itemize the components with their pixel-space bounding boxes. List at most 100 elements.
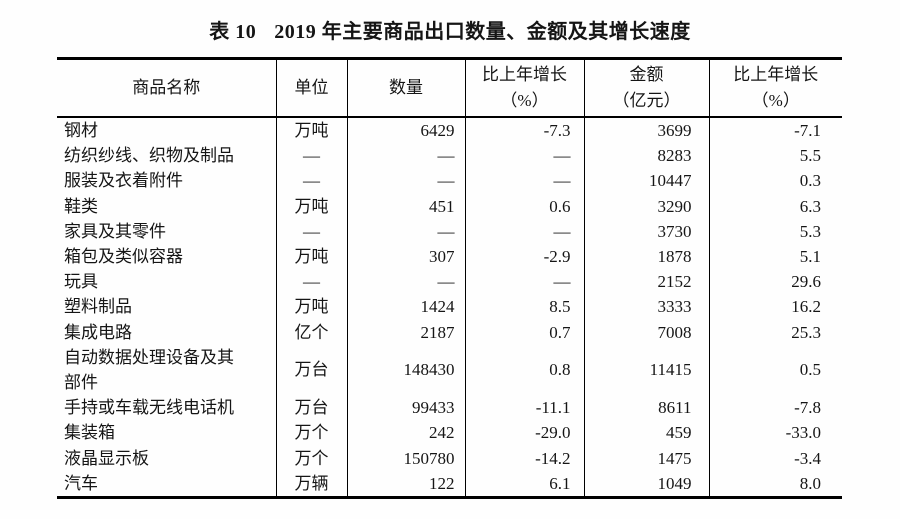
commodity-name-cell: 玩具 xyxy=(64,272,98,292)
export-value-cell: 8611 xyxy=(583,395,709,421)
quantity-growth-cell: — xyxy=(464,218,584,245)
unit-cell: 万吨 xyxy=(275,244,347,270)
value-growth-cell: 6.3 xyxy=(708,193,842,219)
unit-cell: 万吨 xyxy=(275,294,347,320)
header-row: 商品名称 单位 数量 比上年增长 （%） 金额 （亿元） 比上年增长 （%） xyxy=(57,58,842,118)
table-row: 手持或车载无线电话机 万台 99433 -11.1 8611 -7.8 xyxy=(57,395,842,421)
header-commodity-name: 商品名称 xyxy=(57,58,276,118)
quantity-cell: 451 xyxy=(346,193,465,219)
table-row: 家具及其零件 — — —3730 5.3 xyxy=(57,218,842,245)
unit-cell: 万吨 xyxy=(275,193,347,219)
quantity-cell: 307 xyxy=(346,244,465,270)
value-growth-cell: 5.1 xyxy=(708,244,842,270)
export-value-cell: 459 xyxy=(583,420,709,446)
export-value-cell: 3333 xyxy=(583,294,709,320)
export-value-cell: 3290 xyxy=(583,193,709,219)
quantity-growth-cell: -2.9 xyxy=(464,244,584,270)
quantity-cell: 6429 xyxy=(346,117,465,144)
table-number: 表 10 xyxy=(209,21,257,43)
value-growth-cell: 16.2 xyxy=(708,294,842,320)
quantity-cell: 2187 xyxy=(346,319,465,345)
export-value-cell: 10447 xyxy=(583,168,709,194)
table-row: 钢材 万吨 6429 -7.3 3699 -7.1 xyxy=(57,117,842,144)
table-header: 商品名称 单位 数量 比上年增长 （%） 金额 （亿元） 比上年增长 （%） xyxy=(57,58,842,118)
header-unit: 单位 xyxy=(275,58,347,118)
value-growth-cell: 8.0 xyxy=(708,470,842,498)
table-row: 自动数据处理设备及其 部件 万台 148430 0.8 11415 0.5 xyxy=(57,344,842,396)
quantity-cell: 99433 xyxy=(346,395,465,421)
quantity-growth-cell: 6.1 xyxy=(464,470,584,498)
quantity-cell: — xyxy=(346,168,465,194)
commodity-name-cell: 手持或车载无线电话机 xyxy=(64,398,234,418)
table-row: 箱包及类似容器 万吨 307 -2.9 1878 5.1 xyxy=(57,244,842,270)
value-growth-cell: 5.3 xyxy=(708,218,842,245)
quantity-cell: — xyxy=(346,269,465,295)
table-row: 纺织纱线、织物及制品 — — —8283 5.5 xyxy=(57,143,842,169)
export-commodities-table: 商品名称 单位 数量 比上年增长 （%） 金额 （亿元） 比上年增长 （%） 钢材 万吨 6429-… xyxy=(57,57,842,500)
commodity-name-cell: 鞋类 xyxy=(64,196,98,216)
commodity-name-cell: 服装及衣着附件 xyxy=(64,171,183,191)
value-growth-cell: 29.6 xyxy=(708,269,842,295)
commodity-name-cell: 集成电路 xyxy=(64,322,132,342)
quantity-growth-cell: — xyxy=(464,143,584,169)
export-value-cell: 1475 xyxy=(583,445,709,471)
value-growth-cell: -7.1 xyxy=(708,117,842,144)
quantity-growth-cell: 8.5 xyxy=(464,294,584,320)
unit-cell: 万吨 xyxy=(275,117,347,144)
table-row: 汽车 万辆 122 6.1 1049 8.0 xyxy=(57,470,842,498)
value-growth-cell: -3.4 xyxy=(708,445,842,471)
quantity-growth-cell: -14.2 xyxy=(464,445,584,471)
unit-cell: 万辆 xyxy=(275,470,347,498)
unit-cell: 亿个 xyxy=(275,319,347,345)
quantity-cell: — xyxy=(346,143,465,169)
quantity-growth-cell: 0.6 xyxy=(464,193,584,219)
quantity-growth-cell: 0.8 xyxy=(464,344,584,396)
header-export-value: 金额 （亿元） xyxy=(583,58,709,118)
quantity-cell: 242 xyxy=(346,420,465,446)
value-growth-cell: 0.3 xyxy=(708,168,842,194)
header-quantity: 数量 xyxy=(346,58,465,118)
table-caption: 表 10 2019 年主要商品出口数量、金额及其增长速度 xyxy=(0,15,900,44)
export-value-cell: 1878 xyxy=(583,244,709,270)
table-row: 集成电路 亿个 2187 0.7 7008 25.3 xyxy=(57,319,842,345)
quantity-growth-cell: — xyxy=(464,168,584,194)
value-growth-cell: -33.0 xyxy=(708,420,842,446)
commodity-name-cell: 塑料制品 xyxy=(64,297,132,317)
value-growth-cell: -7.8 xyxy=(708,395,842,421)
commodity-name-cell: 液晶显示板 xyxy=(64,448,149,468)
quantity-growth-cell: -11.1 xyxy=(464,395,584,421)
quantity-cell: 150780 xyxy=(346,445,465,471)
quantity-cell: — xyxy=(346,218,465,245)
unit-cell: 万个 xyxy=(275,445,347,471)
table-title: 2019 年主要商品出口数量、金额及其增长速度 xyxy=(274,21,691,43)
table-row: 玩具 — — —2152 29.6 xyxy=(57,269,842,295)
commodity-name-cell: 箱包及类似容器 xyxy=(64,247,183,267)
commodity-name-cell: 汽车 xyxy=(64,473,98,493)
export-value-cell: 3699 xyxy=(583,117,709,144)
export-value-cell: 11415 xyxy=(583,344,709,396)
table-row: 鞋类 万吨 451 0.6 3290 6.3 xyxy=(57,193,842,219)
export-value-cell: 3730 xyxy=(583,218,709,245)
commodity-name-cell: 家具及其零件 xyxy=(64,221,166,241)
value-growth-cell: 5.5 xyxy=(708,143,842,169)
quantity-growth-cell: — xyxy=(464,269,584,295)
table-row: 服装及衣着附件 — — —10447 0.3 xyxy=(57,168,842,194)
commodity-name-cell: 钢材 xyxy=(64,121,98,140)
header-quantity-growth: 比上年增长 （%） xyxy=(464,58,584,118)
unit-cell: 万台 xyxy=(275,344,347,396)
commodity-name-cell: 集装箱 xyxy=(64,423,115,443)
table-row: 液晶显示板 万个 150780 -14.2 1475 -3.4 xyxy=(57,445,842,471)
unit-cell: — xyxy=(275,218,347,245)
commodity-name-cell: 纺织纱线、织物及制品 xyxy=(64,146,234,166)
export-value-cell: 1049 xyxy=(583,470,709,498)
table-row: 集装箱 万个 242 -29.0 459 -33.0 xyxy=(57,420,842,446)
unit-cell: — xyxy=(275,143,347,169)
unit-cell: 万台 xyxy=(275,395,347,421)
quantity-growth-cell: 0.7 xyxy=(464,319,584,345)
value-growth-cell: 25.3 xyxy=(708,319,842,345)
quantity-cell: 122 xyxy=(346,470,465,498)
unit-cell: — xyxy=(275,168,347,194)
table-row: 塑料制品 万吨 1424 8.5 3333 16.2 xyxy=(57,294,842,320)
unit-cell: 万个 xyxy=(275,420,347,446)
value-growth-cell: 0.5 xyxy=(708,344,842,396)
